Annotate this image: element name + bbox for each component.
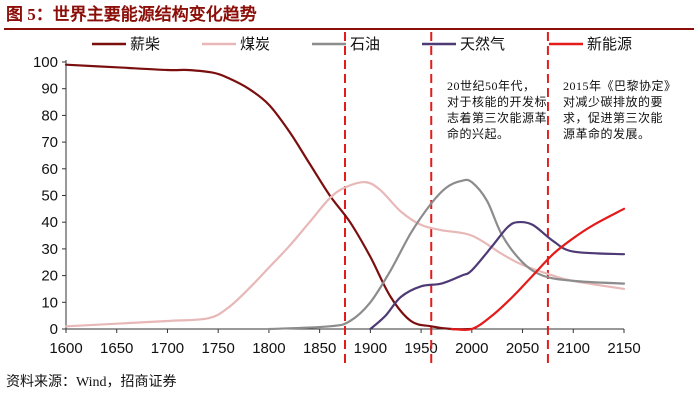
x-tick-label: 1850 xyxy=(303,340,336,357)
x-tick-label: 2000 xyxy=(455,340,488,357)
series-line-5 xyxy=(450,207,626,332)
chart-series xyxy=(64,63,626,332)
legend-label-1: 薪柴 xyxy=(130,36,160,53)
annotation-2015-paris: 2015年《巴黎协定》对减少碳排放的要求，促进第三次能源革命的发展。 xyxy=(563,78,673,174)
x-tick-label: 1900 xyxy=(354,340,387,357)
y-tick-label: 50 xyxy=(41,188,58,205)
x-tick-label: 2050 xyxy=(506,340,539,357)
title-divider xyxy=(4,28,694,30)
x-tick-label: 2150 xyxy=(607,340,640,357)
series-line-1 xyxy=(64,63,473,331)
y-tick-label: 80 xyxy=(41,107,58,124)
annotation-1950s-nuclear: 20世纪50年代，对于核能的开发标志着第三次能源革命的兴起。 xyxy=(447,78,547,174)
legend-label-4: 天然气 xyxy=(460,36,505,53)
y-tick-label: 30 xyxy=(41,241,58,258)
y-tick-label: 90 xyxy=(41,81,58,98)
legend-label-3: 石油 xyxy=(350,36,380,53)
x-tick-label: 1650 xyxy=(100,340,133,357)
series-line-4 xyxy=(369,220,626,331)
y-tick-label: 10 xyxy=(41,294,58,311)
y-axis: 0 10 20 30 40 50 60 70 80 90 100 xyxy=(33,54,67,338)
y-tick-label: 20 xyxy=(41,268,58,285)
chart-legend: 薪柴 煤炭 石油 天然气 新能源 xyxy=(92,36,632,53)
y-tick-label: 70 xyxy=(41,134,58,151)
y-tick-label: 0 xyxy=(50,321,58,338)
series-line-2 xyxy=(64,180,626,328)
legend-label-5: 新能源 xyxy=(587,36,632,53)
legend-label-2: 煤炭 xyxy=(240,36,270,53)
x-axis: 1600 1650 1700 1750 1800 1850 1900 1950 2000 2050… xyxy=(49,328,641,357)
x-tick-label: 2100 xyxy=(557,340,590,357)
source-note: 资料来源：Wind，招商证券 xyxy=(6,375,177,390)
x-tick-label: 1950 xyxy=(404,340,437,357)
y-tick-label: 40 xyxy=(41,214,58,231)
y-tick-label: 100 xyxy=(33,54,58,71)
page-title: 图 5：世界主要能源结构变化趋势 xyxy=(6,5,257,24)
energy-structure-chart: 薪柴 煤炭 石油 天然气 新能源 0 10 20 30 40 50 60 70 80 90 100 1600… xyxy=(33,32,641,363)
x-tick-label: 1750 xyxy=(201,340,234,357)
x-tick-label: 1600 xyxy=(49,340,82,357)
x-tick-label: 1700 xyxy=(151,340,184,357)
x-tick-label: 1800 xyxy=(252,340,285,357)
series-line-3 xyxy=(267,178,626,331)
y-tick-label: 60 xyxy=(41,161,58,178)
